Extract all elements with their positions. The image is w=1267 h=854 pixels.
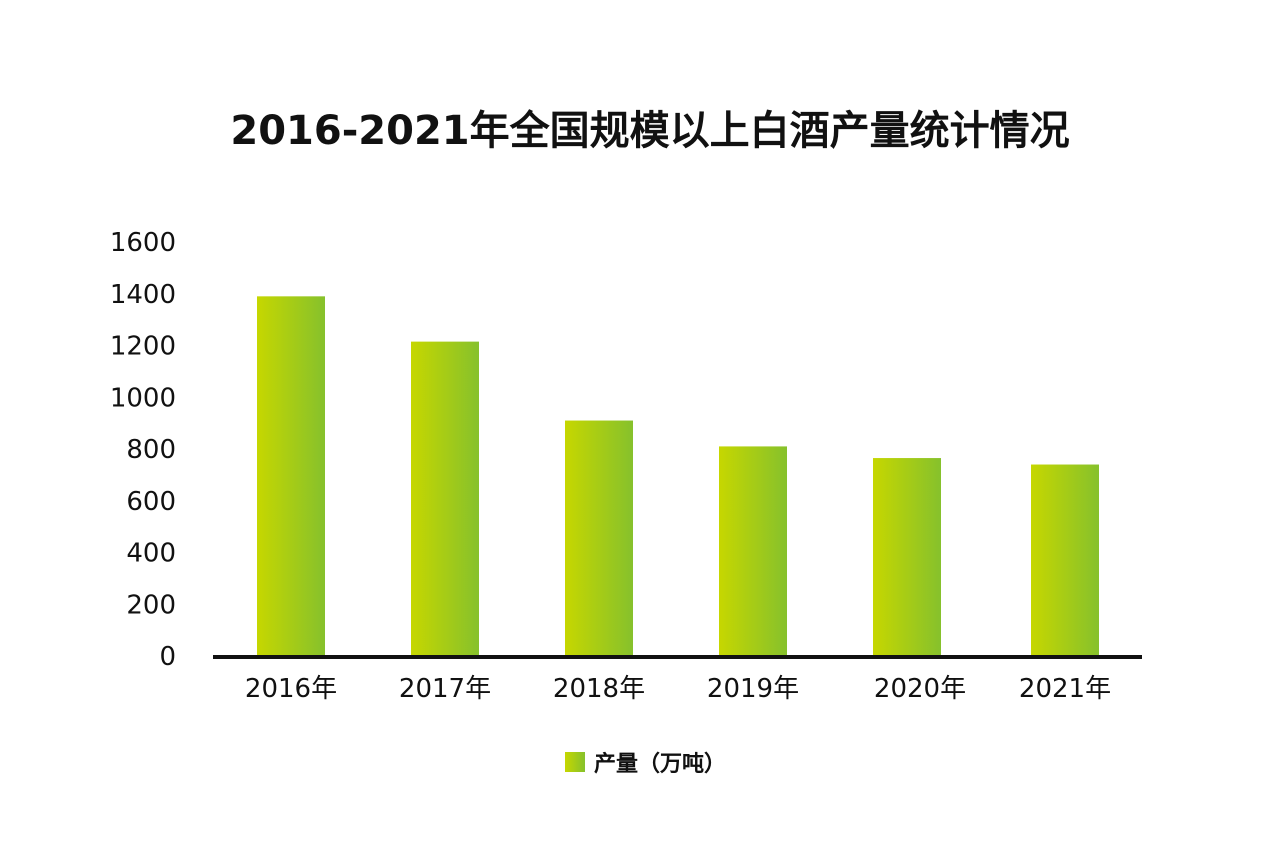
chart-title: 2016-2021年全国规模以上白酒产量统计情况 [230, 108, 1070, 154]
y-tick-label: 600 [126, 487, 176, 517]
x-tick-label: 2017年 [399, 674, 491, 704]
x-tick-label: 2019年 [707, 674, 799, 704]
legend: 产量（万吨） [565, 747, 726, 777]
legend-label: 产量（万吨） [594, 752, 727, 777]
y-tick-label: 400 [126, 539, 176, 569]
y-tick-label: 1600 [110, 228, 176, 258]
x-tick-label: 2021年 [1019, 674, 1111, 704]
y-tick-label: 1200 [110, 332, 176, 362]
legend-swatch [565, 752, 585, 772]
bar-2016年 [257, 296, 325, 656]
y-tick-label: 800 [126, 435, 176, 465]
bar-2021年 [1031, 464, 1099, 656]
x-axis-ticks: 2016年 2017年 2018年 2019年 2020年 2021年 [245, 674, 1111, 704]
bar-2018年 [565, 420, 633, 656]
y-tick-label: 0 [159, 642, 176, 672]
bar-2020年 [873, 458, 941, 656]
y-tick-label: 1400 [110, 280, 176, 310]
x-tick-label: 2020年 [874, 674, 966, 704]
bar-2019年 [719, 446, 787, 656]
bar-2017年 [411, 341, 479, 656]
x-tick-label: 2016年 [245, 674, 337, 704]
y-tick-label: 1000 [110, 383, 176, 413]
y-tick-label: 200 [126, 590, 176, 620]
x-tick-label: 2018年 [553, 674, 645, 704]
bars-group [257, 296, 1099, 656]
y-axis-ticks: 0 200 400 600 800 1000 1200 1400 1600 [110, 228, 176, 672]
